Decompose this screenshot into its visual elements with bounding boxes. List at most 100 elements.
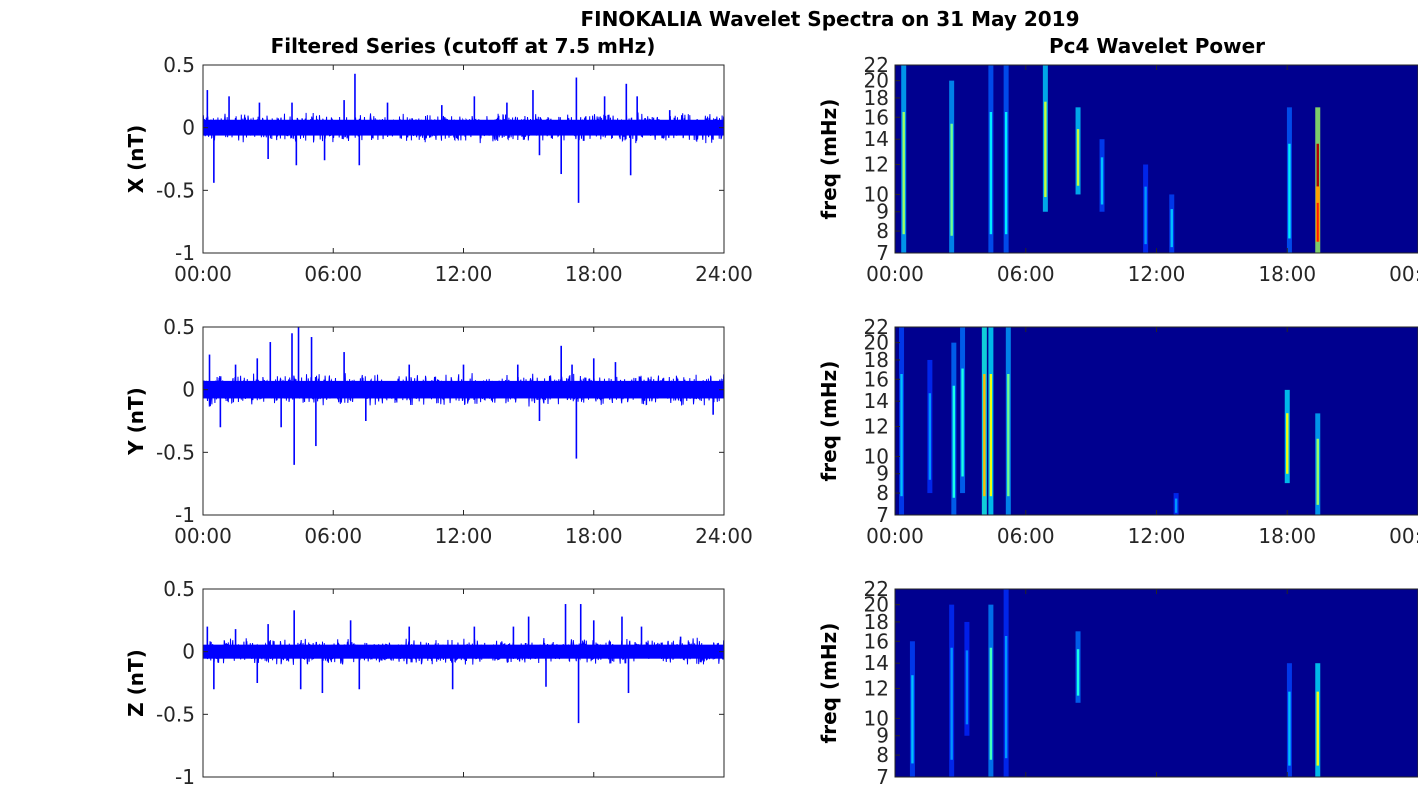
Z-wavelet-ytick-label-1: 8 [876, 743, 889, 767]
Z-series-ytick-label-1: -0.5 [156, 702, 195, 726]
Z-series-dense-band [203, 644, 724, 659]
X-wavelet-xtick-label-3: 18:00 [1258, 262, 1316, 286]
X-wavelet-streak-10 [1315, 107, 1321, 254]
Z-wavelet-ytick-label-3: 10 [864, 706, 889, 730]
X-wavelet-ytick-label-2: 9 [876, 200, 889, 224]
Y-series-ylabel: Y (nT) [124, 387, 148, 456]
Y-wavelet-streak-8 [1284, 389, 1290, 484]
Y-wavelet-ytick-label-4: 12 [864, 415, 889, 439]
Y-series-xtick-label-3: 18:00 [565, 524, 623, 548]
X-series-xtick-label-3: 18:00 [565, 262, 623, 286]
Y-wavelet-ytick-label-9: 22 [864, 315, 889, 339]
X-wavelet-streak-0 [901, 65, 907, 253]
Y-wavelet-xtick-label-0: 00:00 [866, 524, 924, 548]
X-wavelet-streak-5 [1075, 107, 1081, 195]
Z-wavelet-ytick-label-8: 20 [864, 593, 889, 617]
Z-wavelet-streak-7 [1315, 663, 1321, 777]
Y-wavelet-xtick-label-3: 18:00 [1258, 524, 1316, 548]
X-wavelet-ytick-label-8: 20 [864, 69, 889, 93]
X-wavelet-streak-7 [1143, 164, 1149, 253]
X-wavelet-ytick-label-1: 8 [876, 219, 889, 243]
Z-wavelet-streak-1 [949, 604, 955, 777]
Y-series-xtick-label-4: 24:00 [695, 524, 753, 548]
Y-wavelet-streak-2 [951, 342, 957, 515]
Y-wavelet-ytick-label-1: 8 [876, 481, 889, 505]
figure-title: FINOKALIA Wavelet Spectra on 31 May 2019 [580, 7, 1079, 31]
Y-wavelet-streak-3 [960, 327, 966, 494]
Z-series-ytick-label-2: 0 [182, 640, 195, 664]
Y-wavelet-ytick-label-6: 16 [864, 367, 889, 391]
X-wavelet-ytick-label-7: 18 [864, 86, 889, 110]
Y-series-xtick-label-2: 12:00 [435, 524, 493, 548]
X-series-axes-box [202, 64, 725, 254]
X-wavelet-ytick-label-6: 16 [864, 105, 889, 129]
Y-series-ytick-label-1: -0.5 [156, 440, 195, 464]
Z-wavelet-streak-4 [1003, 589, 1009, 777]
Y-wavelet-streak-7 [1173, 493, 1179, 515]
Z-wavelet-ytick-label-0: 7 [876, 765, 889, 788]
X-series-panel: -1 -0.5 0 0.5 00:00 06:00 12:00 18:00 24:00 X (nT… [124, 53, 753, 286]
X-wavelet-ytick-label-3: 10 [864, 182, 889, 206]
Y-series-xtick-label-0: 00:00 [174, 524, 232, 548]
Z-wavelet-ylabel: freq (mHz) [817, 623, 841, 744]
X-wavelet-streak-2 [988, 65, 994, 253]
X-wavelet-streak-6 [1099, 139, 1105, 212]
X-wavelet-ytick-label-9: 22 [864, 53, 889, 77]
Y-wavelet-streak-6 [1005, 327, 1011, 515]
Z-wavelet-background [895, 589, 1418, 777]
Y-wavelet-background [895, 327, 1418, 515]
X-series-xtick-label-1: 06:00 [304, 262, 362, 286]
Y-series-ytick-label-0: -1 [175, 503, 195, 527]
Z-wavelet-streak-5 [1075, 631, 1081, 703]
panels: -1 -0.5 0 0.5 00:00 06:00 12:00 18:00 24:00 X (nT… [124, 53, 1418, 788]
Y-wavelet-xtick-label-1: 06:00 [997, 524, 1055, 548]
Y-wavelet-ytick-label-0: 7 [876, 503, 889, 527]
Z-wavelet-ytick-label-4: 12 [864, 677, 889, 701]
X-series-xtick-label-0: 00:00 [174, 262, 232, 286]
X-series-xtick-label-4: 24:00 [695, 262, 753, 286]
X-series-ytick-label-2: 0 [182, 116, 195, 140]
X-wavelet-streak-1 [949, 80, 955, 254]
Z-series-axes-box [202, 588, 725, 778]
Z-wavelet-streak-0 [909, 641, 915, 777]
Y-wavelet-streak-5 [988, 327, 994, 515]
X-series-ytick-label-0: -1 [175, 241, 195, 265]
Y-series-xtick-label-1: 06:00 [304, 524, 362, 548]
Y-wavelet-ytick-label-2: 9 [876, 462, 889, 486]
Z-wavelet-ytick-label-5: 14 [864, 651, 889, 675]
X-series-ylabel: X (nT) [124, 125, 148, 194]
Z-series-ytick-label-0: -1 [175, 765, 195, 788]
X-series-xtick-label-2: 12:00 [435, 262, 493, 286]
X-series-ytick-label-3: 0.5 [163, 53, 195, 77]
X-wavelet-background [895, 65, 1418, 253]
Y-wavelet-ylabel: freq (mHz) [817, 361, 841, 482]
X-wavelet-streak-9 [1286, 107, 1292, 254]
Z-wavelet-ytick-label-7: 18 [864, 610, 889, 634]
right-column-title: Pc4 Wavelet Power [1049, 34, 1265, 58]
X-wavelet-ylabel: freq (mHz) [817, 99, 841, 220]
Y-wavelet-streak-1 [927, 359, 933, 494]
Y-series-panel: -1 -0.5 0 0.5 00:00 06:00 12:00 18:00 24:00 Y (nT… [124, 315, 753, 548]
Y-wavelet-streak-4 [981, 327, 987, 515]
Y-wavelet-ytick-label-5: 14 [864, 389, 889, 413]
Y-wavelet-ytick-label-3: 10 [864, 444, 889, 468]
Z-wavelet-ytick-label-6: 16 [864, 629, 889, 653]
X-series-dense-band [203, 119, 724, 136]
X-series-ytick-label-1: -0.5 [156, 178, 195, 202]
X-wavelet-streak-4 [1042, 65, 1048, 212]
Y-wavelet-xtick-label-4: 00:00 [1389, 524, 1418, 548]
Z-wavelet-streak-2 [964, 621, 970, 736]
Z-series-panel: -1 -0.5 0 0.5 Z (nT) [124, 577, 725, 788]
left-column-title: Filtered Series (cutoff at 7.5 mHz) [271, 34, 656, 58]
Z-wavelet-ytick-label-9: 22 [864, 577, 889, 601]
Z-wavelet-ytick-label-2: 9 [876, 724, 889, 748]
Y-series-ytick-label-3: 0.5 [163, 315, 195, 339]
Z-series-ylabel: Z (nT) [124, 649, 148, 717]
Y-wavelet-streak-9 [1315, 413, 1321, 515]
X-wavelet-xtick-label-4: 00:00 [1389, 262, 1418, 286]
X-wavelet-xtick-label-2: 12:00 [1128, 262, 1186, 286]
Z-wavelet-streak-6 [1286, 663, 1292, 777]
